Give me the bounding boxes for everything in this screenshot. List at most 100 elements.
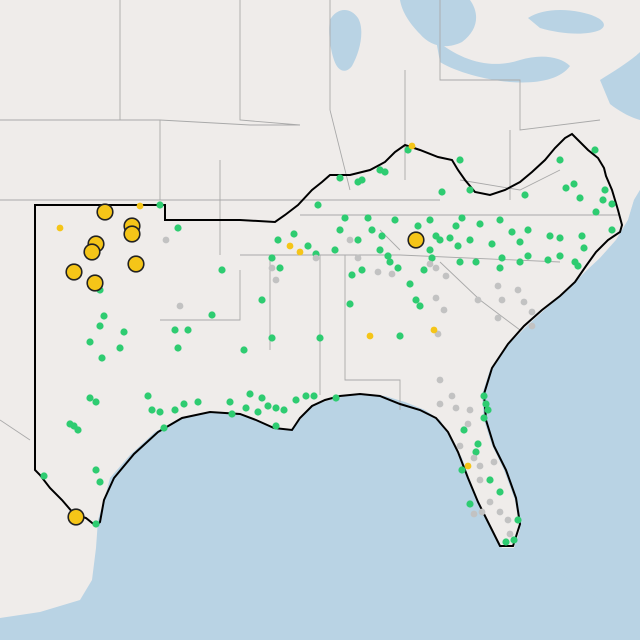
green-site-marker[interactable]: [510, 536, 518, 544]
green-site-marker[interactable]: [156, 201, 164, 209]
green-site-marker[interactable]: [174, 224, 182, 232]
gray-site-marker[interactable]: [514, 286, 522, 294]
green-site-marker[interactable]: [310, 392, 318, 400]
green-site-marker[interactable]: [391, 216, 399, 224]
gray-site-marker[interactable]: [374, 268, 382, 276]
green-site-marker[interactable]: [482, 400, 490, 408]
green-site-marker[interactable]: [458, 466, 466, 474]
gray-site-marker[interactable]: [496, 508, 504, 516]
yellow-site-marker-small[interactable]: [56, 224, 64, 232]
green-site-marker[interactable]: [496, 264, 504, 272]
green-site-marker[interactable]: [484, 406, 492, 414]
green-site-marker[interactable]: [384, 252, 392, 260]
gray-site-marker[interactable]: [466, 406, 474, 414]
green-site-marker[interactable]: [599, 196, 607, 204]
green-site-marker[interactable]: [272, 404, 280, 412]
gray-site-marker[interactable]: [312, 254, 320, 262]
green-site-marker[interactable]: [254, 408, 262, 416]
green-site-marker[interactable]: [354, 178, 362, 186]
green-site-marker[interactable]: [116, 344, 124, 352]
gray-site-marker[interactable]: [476, 476, 484, 484]
green-site-marker[interactable]: [496, 216, 504, 224]
green-site-marker[interactable]: [276, 264, 284, 272]
green-site-marker[interactable]: [156, 408, 164, 416]
gray-site-marker[interactable]: [520, 298, 528, 306]
green-site-marker[interactable]: [466, 500, 474, 508]
green-site-marker[interactable]: [396, 332, 404, 340]
green-site-marker[interactable]: [474, 440, 482, 448]
green-site-marker[interactable]: [508, 228, 516, 236]
green-site-marker[interactable]: [452, 222, 460, 230]
gray-site-marker[interactable]: [452, 404, 460, 412]
green-site-marker[interactable]: [304, 242, 312, 250]
green-site-marker[interactable]: [148, 406, 156, 414]
gray-site-marker[interactable]: [388, 270, 396, 278]
green-site-marker[interactable]: [348, 271, 356, 279]
gray-site-marker[interactable]: [426, 260, 434, 268]
gray-site-marker[interactable]: [470, 510, 478, 518]
green-site-marker[interactable]: [240, 346, 248, 354]
green-site-marker[interactable]: [608, 226, 616, 234]
green-site-marker[interactable]: [476, 220, 484, 228]
gray-site-marker[interactable]: [448, 392, 456, 400]
green-site-marker[interactable]: [580, 244, 588, 252]
green-site-marker[interactable]: [331, 246, 339, 254]
green-site-marker[interactable]: [576, 194, 584, 202]
green-site-marker[interactable]: [242, 404, 250, 412]
green-site-marker[interactable]: [258, 296, 266, 304]
green-site-marker[interactable]: [486, 476, 494, 484]
gray-site-marker[interactable]: [440, 306, 448, 314]
gray-site-marker[interactable]: [354, 254, 362, 262]
green-site-marker[interactable]: [456, 258, 464, 266]
green-site-marker[interactable]: [458, 214, 466, 222]
green-site-marker[interactable]: [502, 538, 510, 546]
gray-site-marker[interactable]: [504, 516, 512, 524]
gray-site-marker[interactable]: [494, 314, 502, 322]
green-site-marker[interactable]: [336, 226, 344, 234]
yellow-site-marker-large[interactable]: [96, 203, 114, 221]
green-site-marker[interactable]: [406, 280, 414, 288]
green-site-marker[interactable]: [498, 254, 506, 262]
green-site-marker[interactable]: [381, 168, 389, 176]
green-site-marker[interactable]: [258, 394, 266, 402]
green-site-marker[interactable]: [96, 478, 104, 486]
green-site-marker[interactable]: [92, 520, 100, 528]
green-site-marker[interactable]: [524, 226, 532, 234]
gray-site-marker[interactable]: [436, 376, 444, 384]
green-site-marker[interactable]: [290, 230, 298, 238]
green-site-marker[interactable]: [420, 266, 428, 274]
gray-site-marker[interactable]: [474, 296, 482, 304]
green-site-marker[interactable]: [144, 392, 152, 400]
green-site-marker[interactable]: [574, 262, 582, 270]
green-site-marker[interactable]: [480, 392, 488, 400]
gray-site-marker[interactable]: [346, 236, 354, 244]
green-site-marker[interactable]: [524, 252, 532, 260]
green-site-marker[interactable]: [336, 174, 344, 182]
green-site-marker[interactable]: [316, 334, 324, 342]
yellow-site-marker-large[interactable]: [123, 225, 141, 243]
green-site-marker[interactable]: [578, 232, 586, 240]
gray-site-marker[interactable]: [432, 294, 440, 302]
gray-site-marker[interactable]: [498, 296, 506, 304]
green-site-marker[interactable]: [426, 216, 434, 224]
green-site-marker[interactable]: [556, 252, 564, 260]
gray-site-marker[interactable]: [470, 454, 478, 462]
yellow-site-marker-large[interactable]: [65, 263, 83, 281]
green-site-marker[interactable]: [218, 266, 226, 274]
green-site-marker[interactable]: [592, 208, 600, 216]
green-site-marker[interactable]: [378, 232, 386, 240]
green-site-marker[interactable]: [516, 258, 524, 266]
gray-site-marker[interactable]: [442, 272, 450, 280]
gray-site-marker[interactable]: [506, 530, 514, 538]
green-site-marker[interactable]: [428, 254, 436, 262]
green-site-marker[interactable]: [480, 414, 488, 422]
green-site-marker[interactable]: [432, 232, 440, 240]
green-site-marker[interactable]: [456, 156, 464, 164]
gray-site-marker[interactable]: [528, 308, 536, 316]
green-site-marker[interactable]: [332, 394, 340, 402]
gray-site-marker[interactable]: [456, 442, 464, 450]
gray-site-marker[interactable]: [464, 420, 472, 428]
yellow-site-marker-small[interactable]: [136, 202, 144, 210]
gray-site-marker[interactable]: [528, 322, 536, 330]
